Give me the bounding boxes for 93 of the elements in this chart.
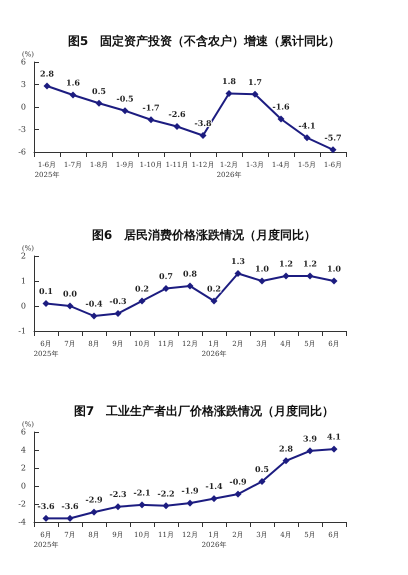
- point: [226, 90, 232, 97]
- point: [42, 300, 50, 307]
- point: [70, 92, 76, 98]
- point: [114, 503, 122, 510]
- point: [278, 116, 284, 122]
- text: 0.7: [159, 271, 173, 281]
- y-tick-label: 0: [20, 102, 26, 112]
- data-label: -2.3: [109, 489, 128, 500]
- chart-title: 图6 居民消费价格涨跌情况（月度同比）: [92, 228, 316, 242]
- data-label: 1.7: [248, 76, 262, 87]
- data-label: -1.4: [205, 481, 224, 492]
- y-tick-label: 0: [20, 482, 26, 490]
- y-tick-label: 3: [20, 80, 26, 89]
- data-label: 0.5: [255, 464, 269, 474]
- data-label: 4.1: [327, 432, 341, 442]
- data-label: 2.8: [40, 68, 54, 78]
- data-label: -0.9: [229, 476, 248, 487]
- point: [44, 82, 50, 90]
- data-label: -2.1: [133, 487, 151, 498]
- data-label: -2.2: [157, 488, 175, 498]
- point: [162, 502, 170, 510]
- text: -0.3: [109, 296, 127, 306]
- point: [330, 146, 336, 154]
- data-label: -3.6: [37, 500, 56, 511]
- data-label: 2.8: [279, 443, 294, 454]
- point: [174, 123, 180, 130]
- point: [234, 490, 242, 498]
- point: [258, 278, 266, 284]
- point: [200, 132, 206, 139]
- point: [210, 298, 218, 304]
- point: [90, 312, 98, 320]
- point: [306, 272, 314, 280]
- data-label: -2.9: [85, 494, 104, 505]
- text: 0.2: [207, 284, 221, 294]
- point: [114, 310, 122, 317]
- data-label: -3.6: [61, 500, 80, 511]
- y-tick-label: 0: [20, 302, 26, 310]
- text: 1.0: [255, 264, 269, 274]
- point: [138, 501, 146, 508]
- y-tick-label: 2: [20, 252, 26, 260]
- point: [282, 272, 290, 280]
- y-tick-label: 4: [20, 446, 26, 454]
- y-tick-label: 6: [20, 58, 26, 66]
- y-tick-label: 2: [20, 464, 26, 472]
- point: [234, 270, 242, 277]
- y-tick-label: 1: [20, 276, 26, 286]
- chart-title: 图7 工业生产者出厂价格涨跌情况（月度同比）: [74, 404, 334, 418]
- point: [306, 447, 314, 454]
- point: [186, 282, 194, 290]
- data-label: -5.7: [324, 132, 342, 142]
- data-label: 1.6: [66, 78, 80, 88]
- point: [66, 302, 74, 310]
- point: [90, 508, 98, 516]
- point: [138, 298, 146, 304]
- y-tick-label: 6: [20, 428, 26, 436]
- point: [186, 500, 194, 507]
- text: -0.4: [85, 298, 103, 308]
- data-label: -1.9: [181, 486, 200, 496]
- point: [162, 285, 170, 292]
- y-tick-label: -4: [18, 518, 26, 526]
- data-label: -4.1: [298, 120, 316, 130]
- data-label: 1.8: [222, 76, 236, 86]
- text: 1.2: [303, 258, 317, 268]
- point: [148, 116, 154, 124]
- point: [258, 478, 266, 485]
- chart-title: 图5 固定资产投资（不含农户）增速（累计同比）: [68, 34, 340, 48]
- data-label: -0.5: [116, 93, 134, 104]
- text: 1.3: [231, 256, 245, 266]
- point: [210, 495, 218, 502]
- y-tick-label: -3: [18, 125, 26, 134]
- text: 0.8: [183, 268, 197, 278]
- point: [330, 278, 338, 284]
- data-label: -2.6: [168, 109, 186, 119]
- text: 1.2: [279, 258, 293, 268]
- point: [66, 514, 74, 522]
- text: 0.0: [63, 288, 77, 298]
- y-tick-label: -2: [18, 500, 26, 508]
- text: 0.1: [39, 286, 53, 296]
- point: [122, 107, 128, 114]
- point: [330, 446, 338, 453]
- point: [96, 100, 102, 107]
- text: 1.0: [327, 264, 341, 274]
- point: [252, 90, 258, 98]
- point: [282, 457, 290, 464]
- y-tick-label: -6: [18, 148, 26, 156]
- y-tick-label: -1: [18, 326, 26, 336]
- data-label: 0.5: [92, 86, 106, 96]
- text: 0.2: [135, 284, 149, 294]
- data-label: 3.9: [303, 433, 318, 444]
- data-label: -1.7: [142, 102, 160, 112]
- point: [42, 514, 50, 522]
- data-label: -1.6: [272, 102, 290, 112]
- point: [304, 134, 310, 142]
